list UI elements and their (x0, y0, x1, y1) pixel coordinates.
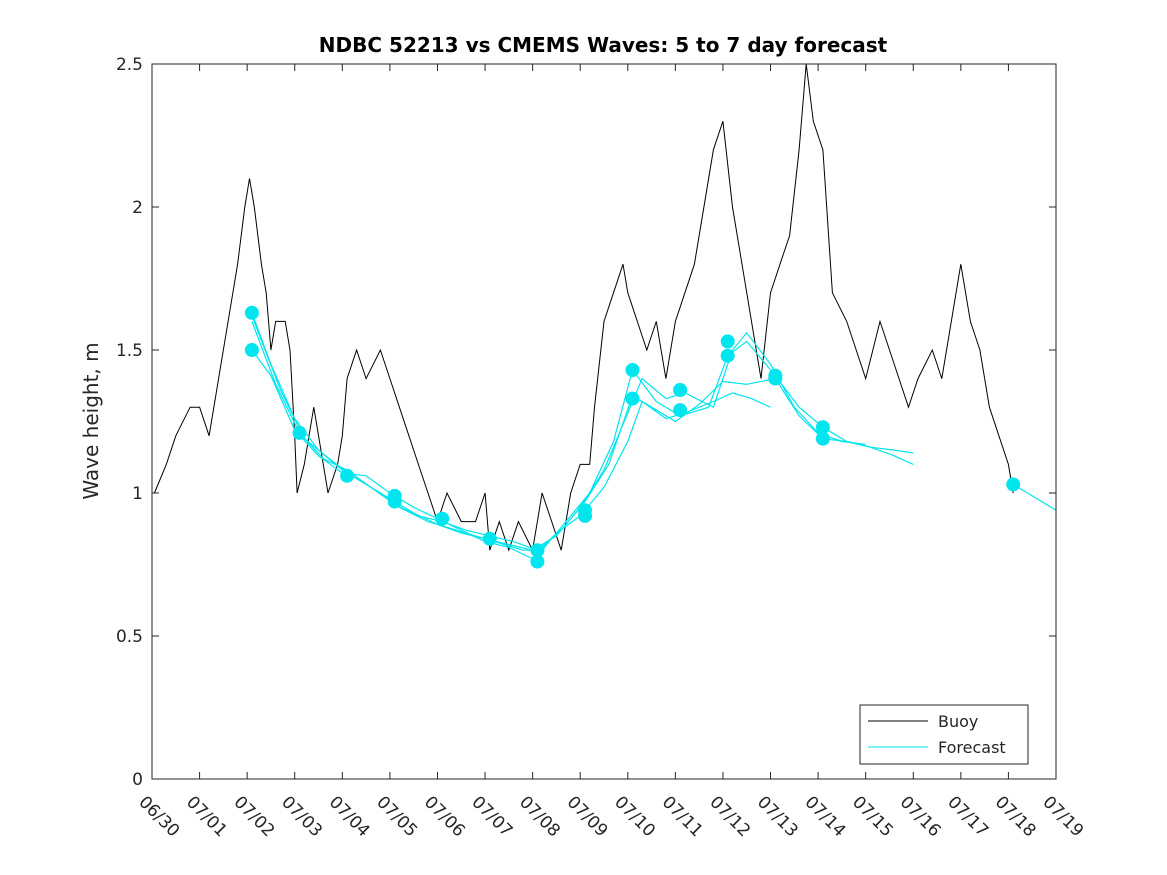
legend-box (859, 704, 1029, 765)
plot-frame (151, 63, 1057, 780)
forecast-marker (673, 383, 688, 397)
y-axis-label: Wave height, m (79, 342, 103, 499)
forecast-line (251, 315, 914, 551)
forecast-marker (530, 543, 545, 558)
buoy-line (153, 63, 1014, 552)
forecast-marker (720, 348, 735, 363)
forecast-marker (673, 403, 688, 418)
forecast-marker (815, 431, 830, 446)
forecast-marker (625, 363, 640, 377)
legend-buoy-label: Buoy (938, 712, 978, 731)
forecast-marker (244, 343, 259, 357)
forecast-marker (292, 425, 307, 440)
forecast-marker (244, 305, 259, 320)
forecast-line (1012, 483, 1057, 511)
y-tick-label: 1 (132, 484, 143, 504)
y-tick-label: 2 (132, 198, 143, 218)
forecast-marker (768, 371, 783, 386)
forecast-marker (720, 334, 735, 349)
forecast-marker (530, 554, 545, 569)
forecast-series (244, 305, 1057, 569)
forecast-marker (435, 511, 450, 526)
forecast-marker (340, 468, 355, 483)
legend: Buoy Forecast (859, 704, 1029, 765)
y-tick-label: 0 (132, 770, 143, 790)
plot-area (152, 64, 1056, 779)
chart-title: NDBC 52213 vs CMEMS Waves: 5 to 7 day fo… (319, 33, 888, 57)
y-tick-label: 0.5 (116, 627, 143, 647)
y-tick-label: 2.5 (116, 55, 143, 75)
forecast-line (251, 321, 914, 551)
forecast-marker (815, 420, 830, 435)
buoy-series (153, 63, 1014, 552)
forecast-marker (387, 494, 402, 509)
forecast-marker (625, 391, 640, 406)
y-axis-ticks: 0 0.5 1 1.5 2 2.5 (116, 55, 1056, 790)
legend-forecast-label: Forecast (938, 738, 1006, 757)
forecast-marker (482, 531, 497, 546)
forecast-marker (578, 508, 592, 523)
forecast-marker (1006, 477, 1021, 492)
y-tick-label: 1.5 (116, 341, 143, 361)
